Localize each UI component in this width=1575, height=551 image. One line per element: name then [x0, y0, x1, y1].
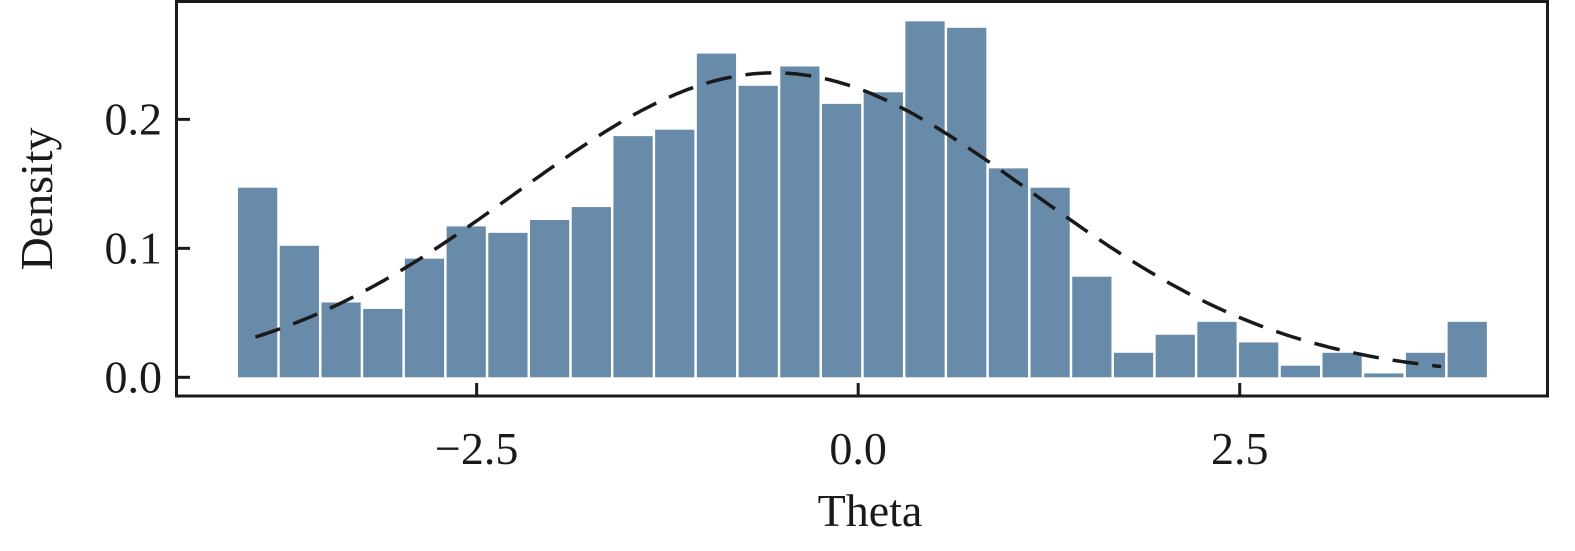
- x-tick-label: 0.0: [829, 423, 887, 474]
- bars: [238, 21, 1487, 378]
- y-tick-label: 0.1: [105, 222, 163, 273]
- histogram-bar: [905, 21, 945, 378]
- histogram-bar: [1280, 365, 1320, 378]
- histogram-bar: [655, 129, 695, 378]
- histogram-bar: [696, 53, 737, 378]
- histogram-bar: [1155, 334, 1195, 378]
- histogram-bar: [1364, 373, 1404, 378]
- y-tick-label: 0.2: [105, 93, 163, 144]
- histogram-bar: [738, 85, 778, 378]
- x-ticks: −2.5 0.0 2.5: [435, 383, 1269, 474]
- y-tick-label: 0.0: [105, 351, 163, 402]
- histogram-bar: [1030, 187, 1070, 378]
- histogram-bar: [238, 187, 278, 378]
- x-tick-label: 2.5: [1211, 423, 1269, 474]
- normal-fit-curve: [254, 71, 1442, 369]
- x-axis-label: Theta: [818, 485, 923, 536]
- histogram-bar: [446, 226, 486, 378]
- histogram-bar: [488, 232, 528, 378]
- histogram-bar: [863, 92, 903, 378]
- x-tick-label: −2.5: [435, 423, 518, 474]
- histogram-bar: [1072, 276, 1112, 378]
- histogram-bar: [530, 219, 570, 378]
- histogram-bar: [321, 302, 361, 378]
- histogram-bar: [279, 245, 319, 378]
- histogram-bar: [1239, 342, 1279, 378]
- histogram-bar: [1322, 352, 1362, 378]
- y-axis-label: Density: [11, 127, 62, 270]
- histogram-bar: [988, 168, 1029, 378]
- histogram-bar: [613, 136, 653, 378]
- histogram-bar: [363, 308, 403, 378]
- histogram-bar: [1447, 321, 1487, 378]
- histogram-bar: [821, 103, 862, 378]
- histogram-bar: [571, 207, 611, 378]
- histogram-bar: [1197, 321, 1237, 378]
- histogram-bar: [780, 66, 820, 378]
- plot-frame: [175, 0, 1549, 398]
- histogram-bar: [404, 258, 445, 378]
- histogram-bar: [1113, 352, 1154, 378]
- y-ticks: 0.0 0.1 0.2: [105, 93, 190, 402]
- histogram-bar: [947, 27, 987, 378]
